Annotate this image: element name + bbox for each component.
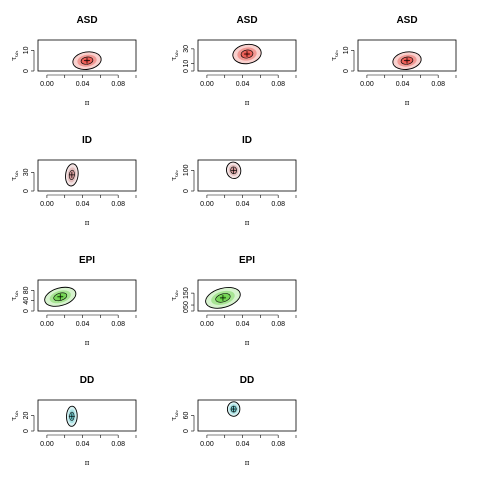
y-axis-label: τω₁ (10, 290, 20, 301)
x-tick-label: 0.08 (431, 81, 445, 88)
panel-title: ID (82, 135, 92, 146)
x-axis-label: π (245, 339, 250, 347)
y-axis-label: τω₂ (170, 170, 180, 181)
plot-frame (37, 279, 137, 312)
y-tick-label: 0 (23, 429, 30, 433)
y-axis-label: τω₁ (10, 410, 20, 421)
x-tick-label: 0.04 (396, 81, 410, 88)
plot-frame (37, 159, 137, 192)
panel-title: ASD (396, 15, 417, 26)
x-tick-label: 0.04 (236, 201, 250, 208)
x-tick-label: 0.08 (111, 201, 125, 208)
y-axis-label: τω₂ (170, 50, 180, 61)
x-tick-label: 0.08 (111, 81, 125, 88)
x-axis-label: π (85, 459, 90, 467)
y-axis-label: τω₁ (10, 50, 20, 61)
panel-title: EPI (79, 255, 95, 266)
x-tick-label: 0.04 (76, 321, 90, 328)
y-tick-label: 30 (183, 45, 190, 53)
x-tick-label: 0.00 (40, 441, 54, 448)
x-axis-label: π (85, 339, 90, 347)
y-tick-label: 30 (23, 168, 30, 176)
x-tick-label: 0.08 (111, 441, 125, 448)
y-axis-label: τω₂ (170, 410, 180, 421)
panel-title: ASD (76, 15, 97, 26)
y-axis-label: τω₂ (170, 290, 180, 301)
y-tick-label: 10 (343, 46, 350, 54)
x-axis-label: π (85, 99, 90, 107)
x-axis-label: π (245, 459, 250, 467)
x-tick-label: 0.08 (271, 321, 285, 328)
panel-title: ID (242, 135, 252, 146)
panel-title: ASD (236, 15, 257, 26)
x-tick-label: 0.04 (76, 441, 90, 448)
plot-frame (197, 39, 297, 72)
panel-title: DD (240, 375, 254, 386)
panel-title: DD (80, 375, 94, 386)
y-tick-label: 40 (23, 297, 30, 305)
x-tick-label: 0.04 (236, 81, 250, 88)
y-tick-label: 80 (23, 286, 30, 294)
x-tick-label: 0.08 (111, 321, 125, 328)
x-tick-label: 0.08 (271, 201, 285, 208)
y-tick-label: 10 (183, 60, 190, 68)
y-tick-label: 0 (23, 189, 30, 193)
panel-title: EPI (239, 255, 255, 266)
x-tick-label: 0.04 (76, 81, 90, 88)
plot-frame (197, 279, 297, 312)
x-tick-label: 0.00 (200, 201, 214, 208)
x-tick-label: 0.00 (200, 321, 214, 328)
y-tick-label: 50 (183, 301, 190, 309)
x-tick-label: 0.00 (200, 441, 214, 448)
x-tick-label: 0.04 (76, 201, 90, 208)
plot-frame (357, 39, 457, 72)
plot-frame (197, 399, 297, 432)
x-tick-label: 0.04 (236, 441, 250, 448)
y-tick-label: 0 (23, 69, 30, 73)
y-tick-label: 10 (23, 46, 30, 54)
y-axis-label: τω₃ (330, 50, 340, 61)
y-tick-label: 0 (183, 429, 190, 433)
x-tick-label: 0.00 (40, 321, 54, 328)
x-tick-label: 0.04 (236, 321, 250, 328)
plot-frame (37, 399, 137, 432)
y-tick-label: 150 (183, 287, 190, 299)
x-axis-label: π (245, 219, 250, 227)
x-tick-label: 0.00 (40, 81, 54, 88)
y-tick-label: 0 (183, 189, 190, 193)
x-axis-label: π (245, 99, 250, 107)
x-tick-label: 0.08 (271, 441, 285, 448)
plot-frame (197, 159, 297, 192)
y-tick-label: 60 (183, 412, 190, 420)
x-axis-label: π (85, 219, 90, 227)
x-tick-label: 0.00 (200, 81, 214, 88)
y-tick-label: 0 (343, 69, 350, 73)
x-tick-label: 0.00 (40, 201, 54, 208)
x-tick-label: 0.08 (271, 81, 285, 88)
x-axis-label: π (405, 99, 410, 107)
y-tick-label: 20 (23, 412, 30, 420)
y-axis-label: τω₁ (10, 170, 20, 181)
y-tick-label: 0 (183, 69, 190, 73)
y-tick-label: 0 (23, 309, 30, 313)
y-tick-label: 0 (183, 309, 190, 313)
x-tick-label: 0.00 (360, 81, 374, 88)
y-tick-label: 100 (183, 164, 190, 176)
plot-frame (37, 39, 137, 72)
